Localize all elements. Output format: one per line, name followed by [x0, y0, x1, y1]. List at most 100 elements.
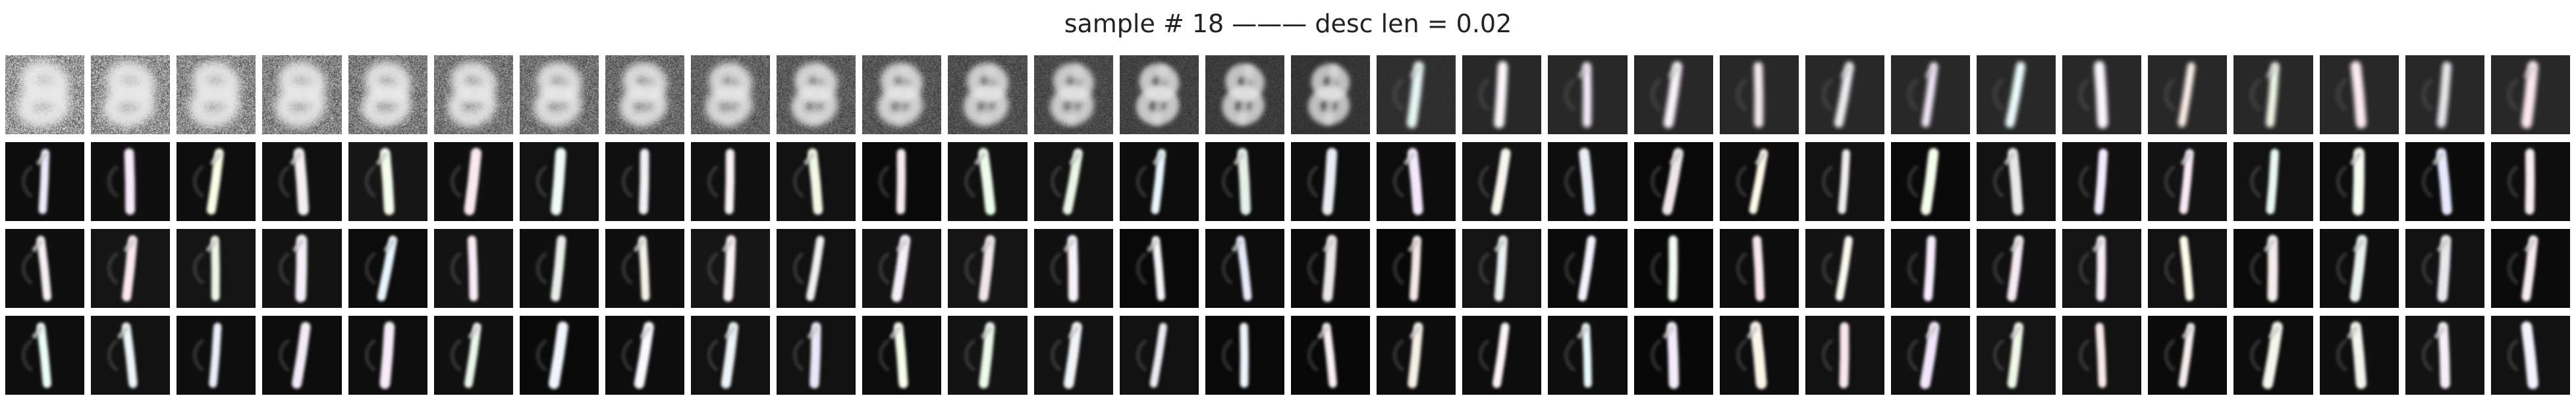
sample-image-r3-c4 — [262, 229, 342, 308]
sample-image-r4-c24 — [1977, 316, 2056, 395]
figure-title: sample # 18 ——— desc len = 0.02 — [1064, 9, 1512, 38]
sample-image-r4-c13 — [1033, 316, 1113, 395]
digit-image — [348, 316, 427, 395]
digit-image — [1805, 55, 1884, 134]
sample-image-r1-c25 — [2062, 55, 2142, 134]
sample-image-r1-c5 — [348, 55, 427, 134]
sample-image-r1-c7 — [519, 55, 599, 134]
sample-image-r2-c13 — [1033, 142, 1113, 221]
sample-image-r1-c8 — [605, 55, 685, 134]
sample-image-r3-c3 — [177, 229, 256, 308]
digit-image — [777, 316, 856, 395]
digit-image — [1548, 142, 1628, 221]
sample-image-r1-c20 — [1633, 55, 1713, 134]
sample-image-r2-c4 — [262, 142, 342, 221]
digit-image — [1119, 142, 1199, 221]
digit-image — [1805, 316, 1884, 395]
digit-image — [91, 55, 171, 134]
sample-image-r4-c26 — [2148, 316, 2228, 395]
digit-image — [1719, 55, 1799, 134]
digit-image — [91, 142, 171, 221]
sample-image-r4-c16 — [1290, 316, 1371, 395]
sample-image-r2-c9 — [691, 142, 771, 221]
digit-image — [519, 55, 599, 134]
digit-image — [1462, 55, 1542, 134]
sample-image-r3-c18 — [1462, 229, 1542, 308]
digit-image — [91, 229, 171, 308]
digit-image — [2490, 55, 2570, 134]
digit-image — [433, 316, 513, 395]
sample-image-r4-c8 — [605, 316, 685, 395]
digit-image — [1548, 316, 1628, 395]
digit-image — [1205, 229, 1284, 308]
sample-image-r3-c2 — [91, 229, 171, 308]
sample-image-r1-c1 — [5, 55, 85, 134]
digit-image — [262, 55, 342, 134]
digit-image — [5, 142, 85, 221]
sample-image-r3-c27 — [2233, 229, 2313, 308]
digit-image — [1462, 142, 1542, 221]
digit-image — [1462, 316, 1542, 395]
digit-image — [948, 142, 1028, 221]
digit-image — [1377, 142, 1456, 221]
sample-image-r1-c4 — [262, 55, 342, 134]
sample-image-r3-c21 — [1719, 229, 1799, 308]
digit-image — [691, 55, 771, 134]
digit-image — [262, 316, 342, 395]
sample-image-r1-c26 — [2148, 55, 2228, 134]
digit-image — [2233, 55, 2313, 134]
digit-image — [948, 316, 1028, 395]
sample-image-r4-c17 — [1377, 316, 1456, 395]
digit-image — [1205, 316, 1284, 395]
sample-image-r4-c4 — [262, 316, 342, 395]
digit-image — [1205, 55, 1284, 134]
sample-image-r1-c21 — [1719, 55, 1799, 134]
digit-image — [1977, 142, 2056, 221]
sample-image-r2-c17 — [1377, 142, 1456, 221]
sample-image-r1-c9 — [691, 55, 771, 134]
sample-image-r4-c22 — [1805, 316, 1884, 395]
digit-image — [1377, 229, 1456, 308]
sample-image-r3-c17 — [1377, 229, 1456, 308]
digit-image — [1548, 229, 1628, 308]
sample-image-r4-c27 — [2233, 316, 2313, 395]
sample-image-r2-c14 — [1119, 142, 1199, 221]
sample-image-r3-c16 — [1290, 229, 1371, 308]
sample-image-r1-c18 — [1462, 55, 1542, 134]
sample-image-r3-c1 — [5, 229, 85, 308]
digit-image — [2062, 316, 2142, 395]
digit-image — [691, 142, 771, 221]
sample-image-r1-c24 — [1977, 55, 2056, 134]
digit-image — [2148, 142, 2228, 221]
sample-image-r1-c12 — [948, 55, 1028, 134]
digit-image — [1633, 229, 1713, 308]
digit-image — [2405, 142, 2484, 221]
sample-image-r1-c30 — [2490, 55, 2570, 134]
sample-image-r2-c15 — [1205, 142, 1284, 221]
sample-image-r1-c22 — [1805, 55, 1884, 134]
sample-image-r2-c28 — [2319, 142, 2399, 221]
sample-image-r4-c15 — [1205, 316, 1284, 395]
sample-image-r2-c18 — [1462, 142, 1542, 221]
digit-image — [177, 229, 256, 308]
digit-image — [605, 55, 685, 134]
digit-image — [2148, 55, 2228, 134]
sample-image-r1-c2 — [91, 55, 171, 134]
sample-image-r2-c27 — [2233, 142, 2313, 221]
sample-image-r2-c23 — [1890, 142, 1971, 221]
digit-image — [2233, 229, 2313, 308]
sample-image-r3-c14 — [1119, 229, 1199, 308]
sample-image-r2-c8 — [605, 142, 685, 221]
digit-image — [5, 55, 85, 134]
digit-image — [91, 316, 171, 395]
sample-image-r2-c24 — [1977, 142, 2056, 221]
digit-image — [2062, 55, 2142, 134]
digit-image — [2319, 229, 2399, 308]
sample-image-r3-c28 — [2319, 229, 2399, 308]
digit-image — [2148, 316, 2228, 395]
sample-image-r4-c25 — [2062, 316, 2142, 395]
digit-image — [2490, 142, 2570, 221]
digit-image — [2148, 229, 2228, 308]
digit-image — [1890, 229, 1971, 308]
digit-image — [777, 55, 856, 134]
